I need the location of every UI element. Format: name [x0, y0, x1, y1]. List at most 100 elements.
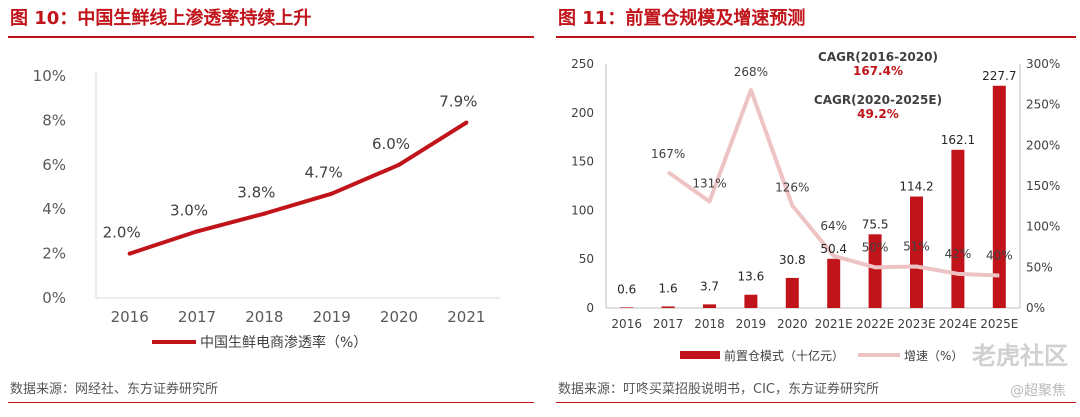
growth-rate-label: 51%: [903, 240, 930, 254]
x-tick-label: 2023E: [897, 317, 935, 331]
x-tick-label: 2025E: [980, 317, 1018, 331]
left-chart-panel: 图 10：中国生鲜线上渗透率持续上升 0% 2% 4% 6% 8% 10% 2016 2017…: [0, 0, 538, 417]
left-y-tick-label: 150: [571, 155, 594, 169]
watermark-brand: 老虎社区: [972, 342, 1068, 370]
growth-rate-label: 42%: [945, 247, 972, 261]
x-tick-label: 2017: [178, 308, 216, 326]
bar-front-warehouse: [744, 294, 758, 308]
left-y-tick-label: 0: [586, 301, 594, 315]
bar-value-label: 114.2: [899, 180, 933, 194]
y-tick-label: 8%: [42, 111, 66, 129]
bar-front-warehouse: [910, 196, 923, 308]
growth-rate-label: 126%: [775, 181, 809, 195]
legend-line-label: 增速（%）: [904, 349, 963, 363]
cagr-value: 49.2%: [857, 107, 899, 121]
right-y-tick-label: 300%: [1026, 57, 1060, 71]
y-tick-label: 4%: [42, 200, 66, 218]
x-tick-label: 2018: [694, 317, 725, 331]
penetration-series-line: [129, 120, 468, 256]
left-y-tick-label: 100: [571, 203, 594, 217]
right-source-note: 数据来源：叮咚买菜招股说明书，CIC，东方证券研究所: [558, 382, 879, 397]
legend-label: 中国生鲜电商渗透率（%）: [200, 334, 367, 351]
right-y-tick-label: 50%: [1026, 260, 1053, 274]
bar-front-warehouse: [868, 234, 882, 308]
data-label: 7.9%: [439, 93, 477, 111]
bar-value-label: 3.7: [700, 279, 719, 293]
x-tick-label: 2021E: [815, 317, 853, 331]
data-point: [262, 211, 267, 216]
data-point: [127, 251, 132, 256]
x-tick-label: 2021: [447, 308, 485, 326]
cagr-value: 167.4%: [853, 64, 903, 78]
left-y-tick-label: 50: [579, 252, 594, 266]
x-tick-label: 2019: [313, 308, 351, 326]
right-bottom-rule: [556, 402, 1076, 403]
right-y-tick-label: 100%: [1026, 220, 1060, 234]
right-y-tick-label: 0%: [1026, 301, 1045, 315]
x-tick-label: 2020: [777, 317, 808, 331]
data-point: [195, 229, 199, 234]
left-source-note: 数据来源：网经社、东方证券研究所: [10, 382, 219, 397]
x-tick-label: 2024E: [939, 317, 977, 331]
y-tick-label: 6%: [42, 156, 66, 174]
bar-front-warehouse: [785, 277, 799, 308]
left-title-rule: [8, 36, 534, 38]
bar-front-warehouse: [620, 307, 634, 308]
x-tick-label: 2020: [380, 308, 418, 326]
y-tick-label: 10%: [33, 67, 66, 85]
bar-front-warehouse: [661, 306, 675, 308]
x-tick-label: 2018: [245, 308, 283, 326]
left-bottom-rule: [8, 402, 534, 403]
growth-rate-label: 40%: [986, 248, 1013, 262]
x-tick-label: 2019: [736, 317, 767, 331]
data-label: 6.0%: [372, 135, 410, 153]
bar-front-warehouse: [827, 258, 841, 308]
growth-rate-label: 131%: [692, 176, 726, 190]
bar-front-warehouse: [992, 85, 1006, 308]
right-y-tick-label: 250%: [1026, 98, 1060, 112]
bar-value-label: 1.6: [659, 281, 678, 295]
bar-front-warehouse: [951, 149, 965, 308]
data-label: 3.8%: [237, 184, 275, 202]
cagr-label: CAGR(2016-2020): [818, 50, 938, 64]
x-tick-label: 2016: [611, 317, 642, 331]
right-chart-panel: 图 11：前置仓规模及增速预测 0 50 100 150 200 250 0% 50% 100%…: [548, 0, 1080, 417]
watermark-handle: @超聚焦: [1010, 383, 1066, 399]
growth-rate-label: 167%: [651, 147, 685, 161]
left-y-tick-label: 200: [571, 106, 594, 120]
bar-value-label: 0.6: [617, 282, 636, 296]
bar-value-label: 75.5: [862, 217, 889, 231]
right-y-tick-label: 200%: [1026, 138, 1060, 152]
bar-value-label: 30.8: [779, 253, 806, 267]
cagr-label: CAGR(2020-2025E): [814, 93, 942, 107]
growth-rate-label: 64%: [820, 219, 847, 233]
left-y-tick-label: 250: [571, 57, 594, 71]
x-tick-label: 2016: [111, 308, 149, 326]
bar-front-warehouse: [703, 304, 716, 308]
y-tick-label: 2%: [42, 245, 66, 263]
bar-value-label: 162.1: [941, 133, 975, 147]
data-point: [329, 191, 334, 196]
data-label: 4.7%: [305, 164, 343, 182]
right-y-tick-label: 150%: [1026, 179, 1060, 193]
front-warehouse-combo-chart: 0 50 100 150 200 250 0% 50% 100% 150% 200% 250% 300%…: [571, 50, 1060, 363]
bar-value-label: 227.7: [982, 69, 1016, 83]
data-label: 3.0%: [170, 201, 208, 219]
legend-bar-swatch: [680, 351, 720, 359]
growth-rate-label: 268%: [734, 65, 768, 79]
bar-value-label: 50.4: [820, 242, 847, 256]
growth-rate-line: [666, 88, 1000, 278]
data-label: 2.0%: [103, 224, 141, 242]
data-point: [397, 162, 401, 167]
x-tick-label: 2022E: [856, 317, 894, 331]
right-chart-title: 图 11：前置仓规模及增速预测: [558, 8, 806, 29]
legend-bar-label: 前置仓模式（十亿元）: [724, 348, 844, 363]
x-tick-label: 2017: [653, 317, 684, 331]
data-point: [464, 120, 469, 125]
growth-rate-label: 50%: [862, 240, 889, 254]
left-chart-title: 图 10：中国生鲜线上渗透率持续上升: [10, 8, 312, 29]
y-tick-label: 0%: [42, 289, 66, 307]
penetration-line-chart: 0% 2% 4% 6% 8% 10% 2016 2017 2018 2019 2020 2021 2.0…: [33, 67, 500, 351]
right-title-rule: [556, 36, 1076, 38]
bar-value-label: 13.6: [738, 270, 765, 284]
